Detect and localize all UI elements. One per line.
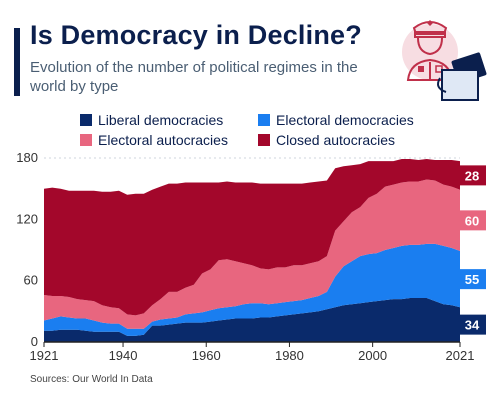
legend-item-electoral-autocracies: Electoral autocracies xyxy=(80,132,258,148)
end-label-box-electoral-autocracies xyxy=(458,210,486,231)
area-series xyxy=(44,159,460,342)
legend-label-electoral-democracies: Electoral democracies xyxy=(276,112,414,128)
end-label-electoral-democracies: 55 xyxy=(465,272,479,287)
x-tick-label: 2000 xyxy=(358,348,387,363)
y-tick-label: 180 xyxy=(16,150,38,165)
legend-item-liberal-democracies: Liberal democracies xyxy=(80,112,258,128)
y-tick-label: 120 xyxy=(16,211,38,226)
end-label-box-closed-autocracies xyxy=(458,165,486,186)
axes: 0 60 120 180 1921 1940 1960 1980 2000 2021 xyxy=(16,150,474,363)
area-electoral-democracies xyxy=(44,243,460,336)
x-tick-label: 1980 xyxy=(275,348,304,363)
y-tick-label: 60 xyxy=(24,273,38,288)
area-electoral-autocracies xyxy=(44,179,460,329)
end-label-box-liberal-democracies xyxy=(458,314,486,335)
legend-label-electoral-autocracies: Electoral autocracies xyxy=(98,132,228,148)
end-label-closed-autocracies: 28 xyxy=(465,168,479,183)
legend-label-liberal-democracies: Liberal democracies xyxy=(98,112,224,128)
chart-subtitle: Evolution of the number of political reg… xyxy=(30,59,358,95)
x-tick-label: 1940 xyxy=(109,348,138,363)
end-label-box-electoral-democracies xyxy=(458,269,486,290)
legend-label-closed-autocracies: Closed autocracies xyxy=(276,132,396,148)
title-accent-bar xyxy=(14,28,20,96)
end-value-labels: 34 55 60 28 xyxy=(458,165,486,335)
end-label-electoral-autocracies: 60 xyxy=(465,213,479,228)
legend-swatch-closed-autocracies xyxy=(258,134,270,146)
y-tick-label: 0 xyxy=(31,334,38,349)
x-tick-label: 1960 xyxy=(192,348,221,363)
legend-item-electoral-democracies: Electoral democracies xyxy=(258,112,414,128)
legend-swatch-electoral-autocracies xyxy=(80,134,92,146)
chart-legend: Liberal democracies Electoral democracie… xyxy=(80,110,440,150)
legend-swatch-liberal-democracies xyxy=(80,114,92,126)
legend-item-closed-autocracies: Closed autocracies xyxy=(258,132,395,148)
source-note: Sources: Our World In Data xyxy=(30,374,153,385)
voting-officer-illustration xyxy=(402,20,487,101)
end-label-liberal-democracies: 34 xyxy=(465,318,480,333)
x-tick-label: 1921 xyxy=(30,348,59,363)
area-liberal-democracies xyxy=(44,298,460,342)
x-tick-label: 2021 xyxy=(446,348,475,363)
chart-title: Is Democracy in Decline? xyxy=(30,20,362,50)
legend-swatch-electoral-democracies xyxy=(258,114,270,126)
area-closed-autocracies xyxy=(44,159,460,316)
